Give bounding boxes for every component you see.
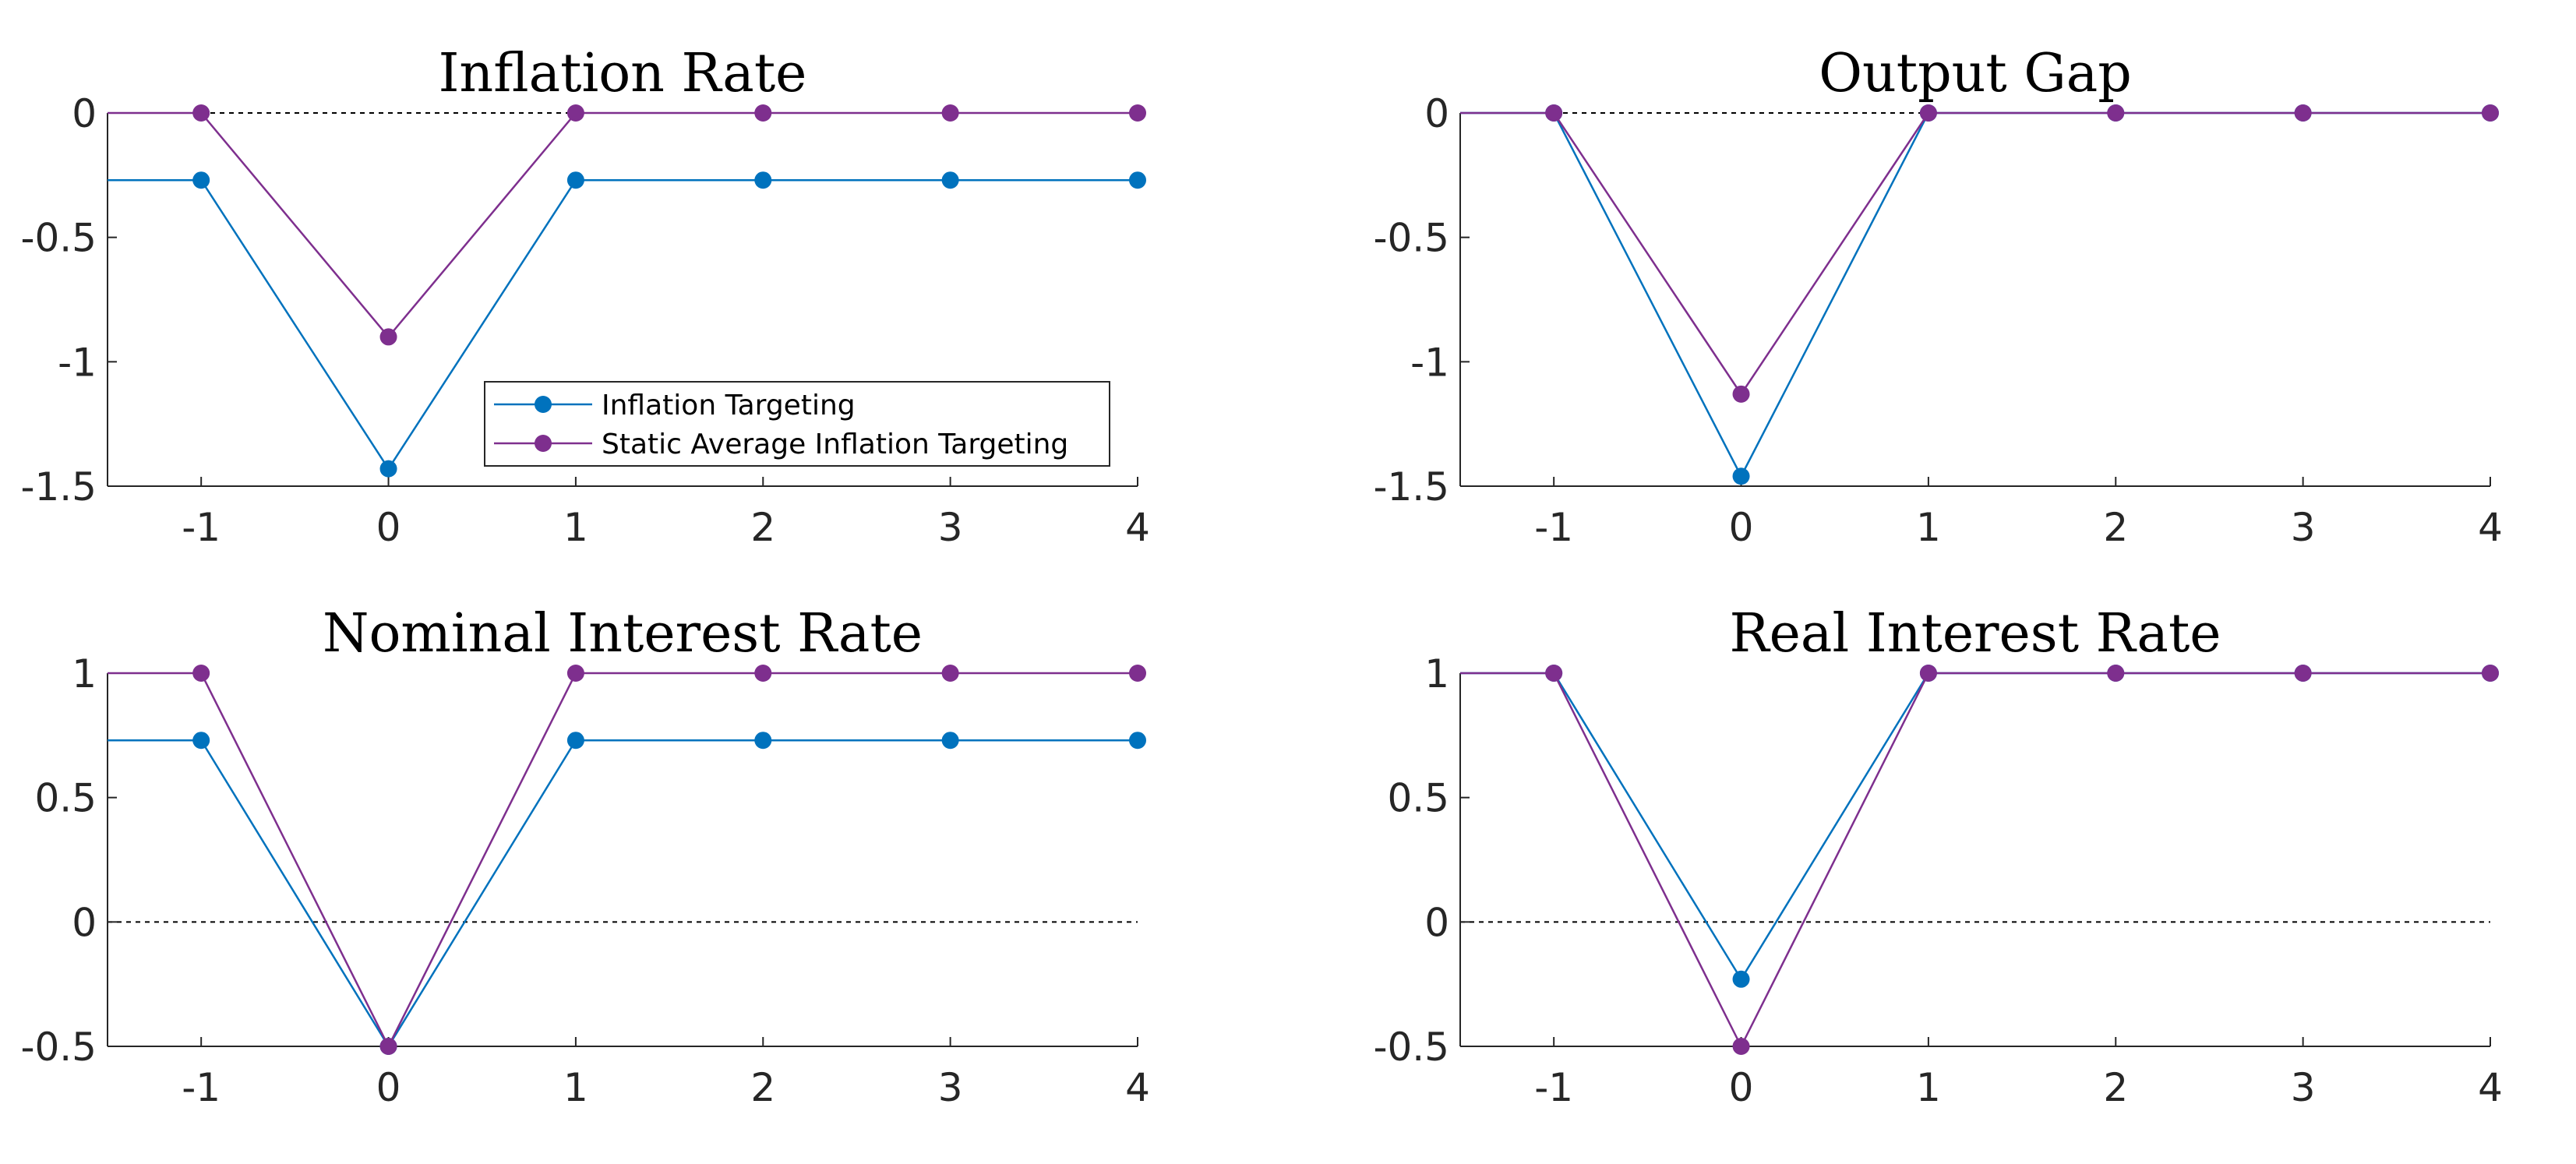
x-tick-label: 3 <box>2291 505 2316 550</box>
data-point <box>566 665 584 682</box>
x-tick-label: 1 <box>563 1065 588 1110</box>
data-point <box>192 171 210 189</box>
data-point <box>2294 104 2312 122</box>
data-point <box>379 460 397 478</box>
x-tick-label: 3 <box>2291 1065 2316 1110</box>
legend-swatch-marker <box>535 435 552 452</box>
legend-swatch-marker <box>535 396 552 413</box>
legend-box <box>484 381 1110 467</box>
data-point <box>192 732 210 750</box>
y-tick-label: 0 <box>72 91 97 136</box>
data-point <box>2482 665 2499 682</box>
data-point <box>192 665 210 682</box>
x-tick-label: 3 <box>938 505 963 550</box>
series-line-static-average-inflation-targeting <box>108 672 1138 1049</box>
data-point <box>1919 665 1937 682</box>
y-tick-label: -0.5 <box>1373 216 1449 261</box>
legend: Inflation Targeting Static Average Inflat… <box>484 381 1110 467</box>
data-point <box>1732 385 1750 403</box>
data-point <box>1129 732 1146 750</box>
data-point <box>1919 104 1937 122</box>
panel-1: Output Gap -1 0 1 2 3 4 0 -0.5 -1 -1.5 <box>1373 43 2502 550</box>
data-point <box>1732 467 1750 485</box>
data-point <box>941 104 959 122</box>
legend-label: Static Average Inflation Targeting <box>602 429 1068 460</box>
panel-title: Inflation Rate <box>439 43 807 104</box>
panel-title: Output Gap <box>1819 43 2132 104</box>
data-point <box>566 104 584 122</box>
x-tick-label: 2 <box>750 505 775 550</box>
series-line-inflation-targeting <box>1460 111 2490 478</box>
x-tick-label: 4 <box>1125 505 1150 550</box>
y-tick-label: 0.5 <box>1387 776 1449 821</box>
data-point <box>2482 104 2499 122</box>
x-tick-label: 4 <box>2478 1065 2503 1110</box>
data-point <box>754 171 772 189</box>
data-point <box>2107 104 2125 122</box>
data-point <box>941 732 959 750</box>
panel-3: Real Interest Rate -1 0 1 2 3 4 1 0.5 0 -0.5 <box>1373 603 2502 1110</box>
series-line-static-average-inflation-targeting <box>1460 672 2490 1049</box>
data-point <box>1732 970 1750 988</box>
data-point <box>566 171 584 189</box>
x-tick-label: 4 <box>2478 505 2503 550</box>
x-tick-label: 4 <box>1125 1065 1150 1110</box>
x-tick-label: 2 <box>2103 505 2128 550</box>
x-tick-label: -1 <box>182 505 221 550</box>
y-tick-label: -1 <box>1410 340 1449 385</box>
data-point <box>1129 665 1146 682</box>
y-tick-label: -0.5 <box>1373 1025 1449 1070</box>
y-tick-label: 0 <box>72 900 97 945</box>
panel-title: Real Interest Rate <box>1729 603 2221 665</box>
panel-2: Nominal Interest Rate -1 0 1 2 3 4 1 0.5 0 -0.5 <box>20 603 1149 1110</box>
x-tick-label: -1 <box>1534 1065 1573 1110</box>
x-tick-label: 1 <box>1916 505 1941 550</box>
y-tick-label: 0 <box>1424 91 1449 136</box>
x-tick-label: 1 <box>1916 1065 1941 1110</box>
x-tick-label: 2 <box>2103 1065 2128 1110</box>
data-point <box>379 328 397 346</box>
y-tick-label: -1.5 <box>1373 464 1449 510</box>
y-tick-label: 0 <box>1424 900 1449 945</box>
y-tick-label: -1.5 <box>20 464 97 510</box>
panel-title: Nominal Interest Rate <box>323 603 923 665</box>
y-tick-label: 1 <box>72 651 97 697</box>
series-line-static-average-inflation-targeting <box>1460 111 2490 397</box>
legend-label: Inflation Targeting <box>602 390 856 422</box>
x-tick-label: -1 <box>182 1065 221 1110</box>
x-tick-label: -1 <box>1534 505 1573 550</box>
data-point <box>566 732 584 750</box>
x-tick-label: 0 <box>376 1065 401 1110</box>
data-point <box>754 665 772 682</box>
data-point <box>754 104 772 122</box>
data-point <box>941 665 959 682</box>
y-tick-label: -0.5 <box>20 216 97 261</box>
data-point <box>941 171 959 189</box>
x-tick-label: 2 <box>750 1065 775 1110</box>
data-point <box>2294 665 2312 682</box>
series-line-static-average-inflation-targeting <box>108 111 1138 339</box>
series-line-inflation-targeting <box>108 739 1138 1049</box>
y-tick-label: -1 <box>58 340 97 385</box>
x-tick-label: 0 <box>1729 1065 1754 1110</box>
y-tick-label: 1 <box>1424 651 1449 697</box>
y-tick-label: -0.5 <box>20 1025 97 1070</box>
data-point <box>1545 665 1563 682</box>
data-point <box>1545 104 1563 122</box>
x-tick-label: 3 <box>938 1065 963 1110</box>
x-tick-label: 0 <box>1729 505 1754 550</box>
y-tick-label: 0.5 <box>34 776 97 821</box>
data-point <box>1129 104 1146 122</box>
data-point <box>2107 665 2125 682</box>
x-tick-label: 1 <box>563 505 588 550</box>
data-point <box>192 104 210 122</box>
series-line-inflation-targeting <box>1460 672 2490 982</box>
data-point <box>1732 1038 1750 1055</box>
data-point <box>754 732 772 750</box>
panel-0: Inflation Rate -1 0 1 2 3 4 0 -0.5 -1 -1.5 Inflatio… <box>20 43 1149 550</box>
data-point <box>379 1038 397 1055</box>
data-point <box>1129 171 1146 189</box>
x-tick-label: 0 <box>376 505 401 550</box>
